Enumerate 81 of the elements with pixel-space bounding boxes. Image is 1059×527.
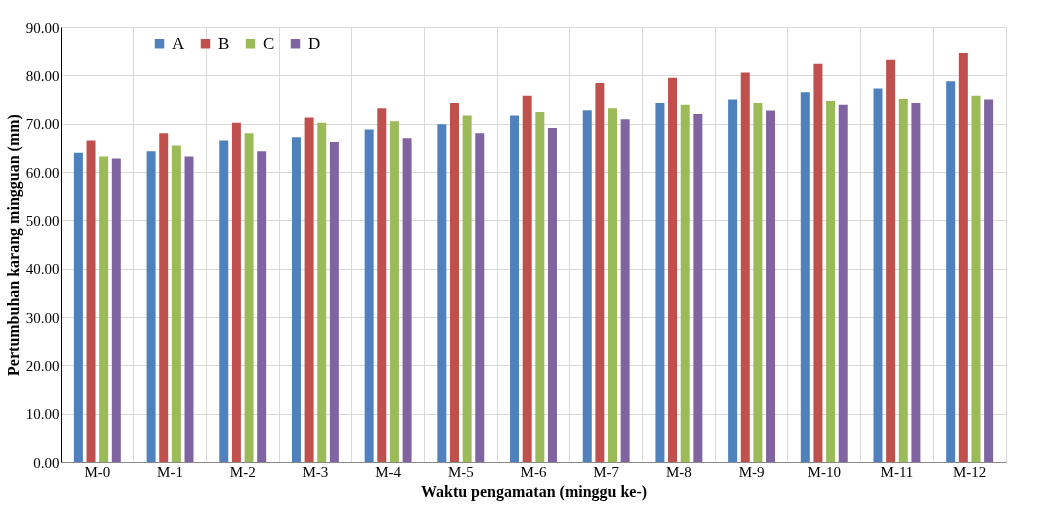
bar xyxy=(146,151,156,462)
bar xyxy=(522,95,532,462)
y-tick-label: 60.00 xyxy=(25,164,60,181)
bar xyxy=(693,114,703,462)
x-tick-label: M-4 xyxy=(375,463,402,480)
bar xyxy=(800,92,810,462)
bar xyxy=(291,137,301,462)
bar xyxy=(535,112,545,462)
bar xyxy=(595,83,605,462)
x-tick-label: M-8 xyxy=(665,463,692,480)
x-tick-label: M-2 xyxy=(229,463,256,480)
bar xyxy=(753,102,763,462)
bar xyxy=(911,102,921,462)
bar xyxy=(766,110,776,462)
bar xyxy=(317,122,327,462)
bar xyxy=(99,156,109,462)
bar xyxy=(582,110,592,462)
bar xyxy=(886,59,896,462)
bar xyxy=(873,88,883,462)
bar xyxy=(73,152,83,462)
bar xyxy=(826,100,836,462)
x-tick-label: M-12 xyxy=(952,463,987,480)
bar xyxy=(364,129,374,462)
bar xyxy=(219,140,229,462)
bar xyxy=(680,104,690,462)
legend-label: B xyxy=(218,33,230,53)
x-tick-label: M-11 xyxy=(880,463,914,480)
bar xyxy=(402,138,412,462)
bar xyxy=(462,115,472,462)
bar xyxy=(437,124,447,462)
bar xyxy=(184,156,194,462)
y-tick-label: 50.00 xyxy=(25,212,60,229)
bar xyxy=(389,121,399,462)
bar xyxy=(159,133,169,462)
y-tick-label: 10.00 xyxy=(25,406,60,423)
x-tick-label: M-10 xyxy=(807,463,841,480)
bar xyxy=(475,133,485,462)
y-tick-label: 80.00 xyxy=(25,67,60,84)
x-tick-label: M-7 xyxy=(593,463,620,480)
x-tick-label: M-6 xyxy=(520,463,547,480)
y-tick-label: 40.00 xyxy=(25,261,60,278)
bar xyxy=(620,119,630,462)
bar xyxy=(740,72,750,462)
bar xyxy=(655,102,665,462)
bar xyxy=(510,115,520,462)
bar xyxy=(171,145,181,462)
y-tick-label: 20.00 xyxy=(25,357,60,374)
bar xyxy=(449,102,459,462)
bar xyxy=(329,142,339,462)
legend-label: D xyxy=(308,33,321,53)
x-axis-title: Waktu pengamatan (minggu ke-) xyxy=(420,482,648,501)
x-tick-label: M-5 xyxy=(447,463,474,480)
y-tick-label: 90.00 xyxy=(25,19,60,36)
legend-label: A xyxy=(172,33,185,53)
bar xyxy=(257,151,267,462)
bar xyxy=(946,81,956,462)
bar xyxy=(971,95,981,462)
bar xyxy=(231,122,241,462)
x-tick-label: M-9 xyxy=(738,463,765,480)
y-tick-label: 70.00 xyxy=(25,116,60,133)
bar xyxy=(608,108,618,462)
bar xyxy=(668,77,678,462)
y-axis-title: Pertumbuhan karang mingguan (mm) xyxy=(4,114,23,376)
bar xyxy=(86,140,96,462)
bar xyxy=(813,63,823,462)
legend-label: C xyxy=(263,33,275,53)
bar xyxy=(898,99,908,462)
x-tick-label: M-1 xyxy=(157,463,183,480)
bar xyxy=(984,99,994,462)
bar xyxy=(958,53,968,462)
bar xyxy=(111,158,121,462)
bar xyxy=(377,108,387,462)
x-tick-label: M-0 xyxy=(84,463,111,480)
bar xyxy=(304,117,314,462)
bar xyxy=(244,133,254,462)
bar xyxy=(838,104,848,462)
bar xyxy=(728,99,738,462)
y-tick-label: 30.00 xyxy=(25,309,60,326)
x-tick-label: M-3 xyxy=(302,463,329,480)
bar xyxy=(547,128,557,462)
y-tick-label: 0.00 xyxy=(33,454,60,471)
